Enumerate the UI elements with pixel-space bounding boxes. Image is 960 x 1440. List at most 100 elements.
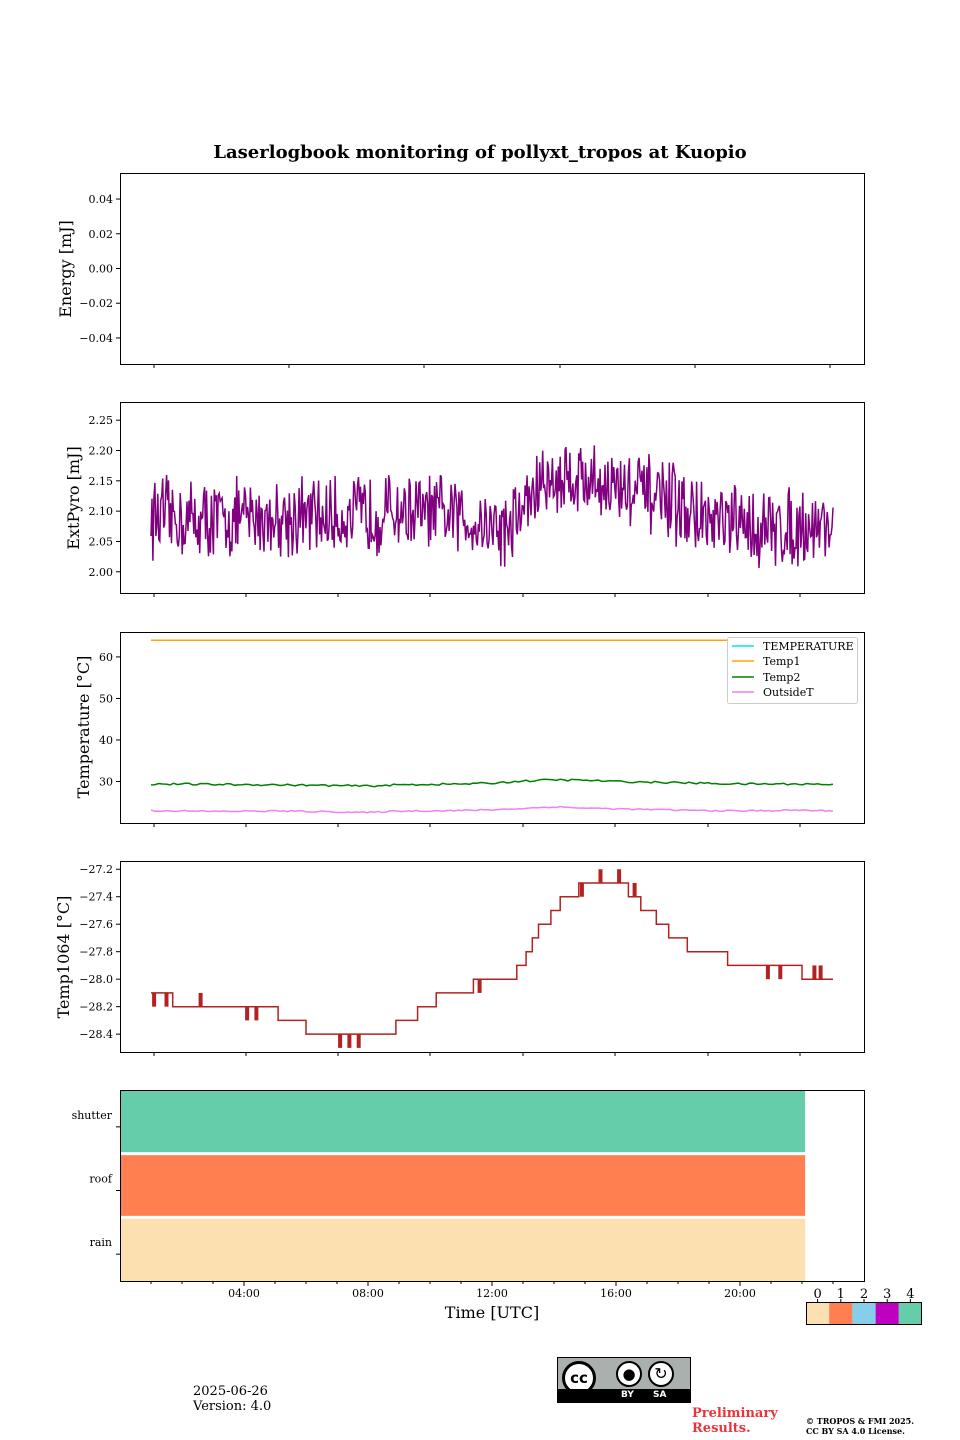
status-row-label: rain	[90, 1236, 112, 1249]
status-row-label: roof	[89, 1173, 113, 1186]
xtick-label: 04:00	[228, 1287, 260, 1300]
temperature-yticks: 60 50 40 30	[99, 651, 120, 788]
ytick-label: 2.00	[89, 566, 114, 579]
temperature-legend: TEMPERATURE Temp1 Temp2 OutsideT	[727, 637, 858, 704]
preliminary-results-text: Preliminary Results.	[692, 1406, 778, 1436]
ytick-label: 2.15	[89, 475, 114, 488]
ytick-label: 2.05	[89, 535, 114, 548]
colorbar-label: 1	[837, 1287, 845, 1302]
ytick-label: 60	[99, 651, 113, 664]
ytick-label: −27.4	[79, 891, 113, 904]
temp1064-yticks: −27.2 −27.4 −27.6 −27.8 −28.0 −28.2 −28.4	[79, 863, 120, 1041]
ytick-label: −0.04	[79, 332, 113, 345]
temp1064-spike	[818, 965, 823, 980]
extpyro-series-line	[150, 445, 834, 569]
temp1064-spike	[347, 1034, 352, 1048]
extpyro-ylabel: ExtPyro [mJ]	[64, 446, 83, 549]
chart-title: Laserlogbook monitoring of pollyxt_tropo…	[213, 142, 746, 163]
temp1064-spike	[198, 992, 203, 1007]
ytick-label: −28.0	[79, 973, 113, 986]
temp1064-spike	[356, 1034, 361, 1048]
xtick-label: 16:00	[600, 1287, 632, 1300]
temp1064-spike	[152, 992, 157, 1007]
energy-ylabel: Energy [mJ]	[56, 220, 75, 318]
legend-label-temperature: TEMPERATURE	[763, 640, 854, 653]
colorbar-swatch-0	[806, 1302, 830, 1325]
ytick-label: 50	[99, 692, 113, 705]
temp1064-panel: Temp1064 [°C] −27.2−27.4−27.6−27.8−28.0−…	[54, 861, 865, 1056]
copyright-line-2: CC BY SA 4.0 License.	[806, 1426, 905, 1436]
share-alike-icon: ↻	[648, 1361, 674, 1387]
temp1064-spike	[338, 1034, 343, 1048]
temp1064-spike	[598, 869, 603, 883]
temp1064-spike	[632, 882, 637, 897]
colorbar-swatch-4	[898, 1302, 922, 1325]
extpyro-axes-frame	[120, 402, 865, 594]
status-panel: shutter roof rain 04:00 08:00 12:00 16:00 20:0…	[72, 1090, 865, 1322]
temp1064-spikes	[152, 869, 823, 1048]
status-row-label: shutter	[72, 1109, 113, 1122]
temp2-series-line	[150, 778, 834, 788]
legend-box	[727, 637, 858, 704]
status-row-rain	[120, 1218, 806, 1281]
status-row-roof	[120, 1155, 806, 1216]
temperature-ylabel: Temperature [°C]	[74, 656, 93, 799]
ytick-label: 40	[99, 734, 113, 747]
temp1064-spike	[254, 1006, 259, 1021]
outsideT-series-line	[150, 805, 834, 814]
temp1064-spike	[765, 965, 770, 980]
version-text: Version: 4.0	[193, 1399, 272, 1414]
colorbar-swatch-2	[852, 1302, 876, 1325]
ytick-label: 0.04	[89, 193, 114, 206]
temp1064-spike	[617, 869, 622, 883]
colorbar-frame	[806, 1302, 922, 1325]
extpyro-yticks: 2.25 2.20 2.15 2.10 2.05 2.00	[89, 414, 120, 579]
legend-label-temp2: Temp2	[763, 671, 800, 684]
ytick-label: −28.2	[79, 1001, 113, 1014]
ytick-label: 0.02	[89, 228, 114, 241]
xtick-label: 08:00	[352, 1287, 384, 1300]
ytick-label: −28.4	[79, 1028, 113, 1041]
colorbar-label: 3	[883, 1287, 891, 1302]
colorbar-label: 4	[906, 1287, 914, 1302]
ytick-label: 2.25	[89, 414, 114, 427]
date-text: 2025-06-26	[193, 1384, 268, 1399]
ytick-label: −27.8	[79, 946, 113, 959]
cc-badge-bottom-bar: BY SA	[558, 1389, 690, 1402]
temp1064-spike	[164, 992, 169, 1007]
temperature-axes-frame	[120, 632, 865, 824]
energy-axes-frame	[120, 173, 865, 365]
energy-panel: Energy [mJ] 0.04 0.02 0.00 −0.02 −0.04	[56, 173, 865, 368]
legend-label-temp1: Temp1	[763, 655, 800, 668]
colorbar-swatch-3	[875, 1302, 899, 1325]
ytick-label: −0.02	[79, 297, 113, 310]
temp1064-axes-frame	[120, 861, 865, 1053]
xtick-label: 12:00	[476, 1287, 508, 1300]
status-axes-frame	[120, 1090, 865, 1282]
ytick-label: 30	[99, 775, 113, 788]
ytick-label: −27.6	[79, 918, 113, 931]
xtick-label: 20:00	[724, 1287, 756, 1300]
status-xticks: 04:00 08:00 12:00 16:00 20:00	[150, 1281, 834, 1300]
extpyro-panel: ExtPyro [mJ] 2.25 2.20 2.15 2.10 2.05 2.00	[64, 402, 865, 597]
temp1064-ylabel: Temp1064 [°C]	[54, 896, 73, 1019]
temp1064-series-line	[151, 882, 833, 1035]
temp1064-spike	[778, 965, 783, 980]
attribution-icon: ●	[616, 1361, 642, 1387]
temp1064-spike	[477, 979, 482, 993]
cc-text: cc	[570, 1369, 588, 1387]
ytick-label: 2.10	[89, 505, 114, 518]
ytick-label: 2.20	[89, 445, 114, 458]
ytick-label: 0.00	[89, 263, 114, 276]
badge-by-label: BY	[621, 1390, 634, 1400]
badge-sa-label: SA	[653, 1390, 667, 1400]
temperature-panel: Temperature [°C] 60 50 40 30 TEMPERATURE Te…	[74, 632, 865, 827]
colorbar-label: 0	[813, 1287, 821, 1302]
temp1064-spike	[812, 965, 817, 980]
legend-label-outsideT: OutsideT	[763, 686, 814, 699]
cc-license-badge: cc ● ↻ BY SA	[557, 1357, 691, 1403]
ytick-label: −27.2	[79, 863, 113, 876]
status-rows: shutter roof rain	[72, 1090, 806, 1281]
status-row-shutter	[120, 1090, 806, 1153]
